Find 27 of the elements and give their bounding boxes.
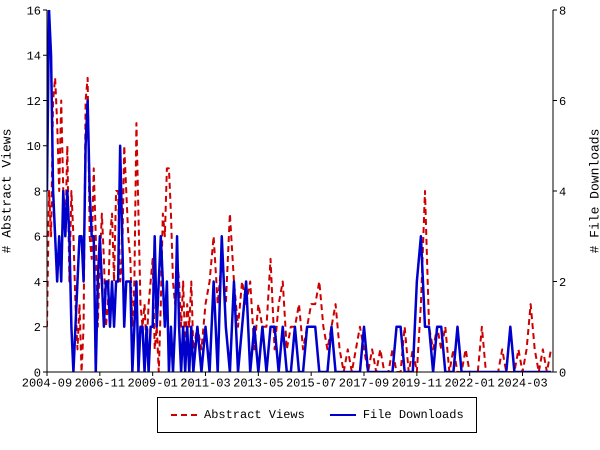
y-tick-label: 2 (34, 321, 41, 336)
x-tick-label: 2004-09 (22, 376, 72, 391)
x-tick-label: 2022-01 (444, 376, 495, 391)
legend-label: File Downloads (362, 408, 464, 422)
y-tick-label: 14 (26, 50, 41, 64)
x-tick-label: 2017-09 (338, 376, 390, 391)
y-axis-title: # Abstract Views (0, 128, 15, 254)
y-tick-label: 8 (34, 185, 41, 200)
x-tick-label: 2019-11 (392, 376, 442, 391)
x-tick-label: 2006-11 (74, 376, 126, 391)
x-tick-label: 2011-03 (180, 376, 231, 391)
x-tick-label: 2015-07 (286, 376, 336, 391)
y2-tick-label: 2 (559, 276, 566, 290)
y-tick-label: 6 (34, 230, 41, 245)
y-tick-label: 10 (26, 140, 41, 154)
x-tick-label: 2013-05 (233, 376, 284, 391)
y2-tick-label: 8 (559, 4, 566, 18)
x-tick-label: 2009-01 (127, 376, 178, 391)
y2-tick-label: 6 (559, 94, 566, 109)
x-tick-label: 2024-03 (497, 376, 548, 391)
y2-axis-title: # File Downloads (588, 128, 600, 254)
y2-tick-label: 4 (559, 185, 566, 200)
y-tick-label: 12 (26, 94, 41, 109)
legend-label: Abstract Views (204, 408, 305, 422)
y2-tick-label: 0 (559, 366, 566, 380)
y-tick-label: 4 (34, 276, 41, 290)
y-tick-label: 16 (26, 4, 41, 18)
